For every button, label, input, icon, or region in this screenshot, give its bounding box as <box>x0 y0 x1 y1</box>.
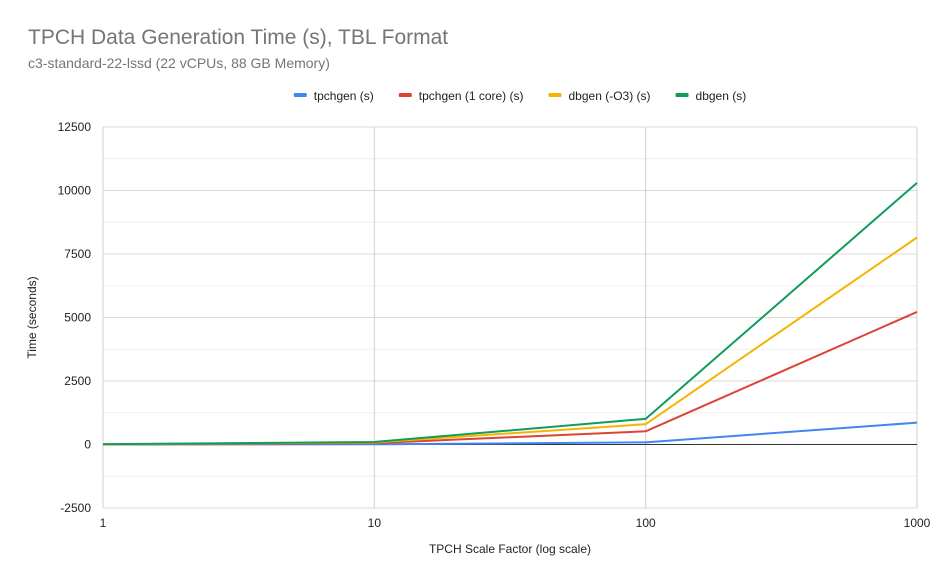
y-tick-label: 5000 <box>64 311 91 325</box>
legend-label: tpchgen (s) <box>314 89 374 103</box>
x-tick-label: 10 <box>368 516 382 530</box>
y-axis-title: Time (seconds) <box>25 276 39 358</box>
y-tick-label: -2500 <box>60 501 91 515</box>
legend-swatch <box>548 93 562 97</box>
legend-label: tpchgen (1 core) (s) <box>419 89 524 103</box>
series-line <box>102 310 918 446</box>
legend-swatch <box>398 93 412 97</box>
x-tick-label: 100 <box>636 516 656 530</box>
y-tick-label: 12500 <box>58 120 92 134</box>
x-axis-title: TPCH Scale Factor (log scale) <box>429 542 591 556</box>
legend-label: dbgen (-O3) (s) <box>569 89 651 103</box>
legend-swatch <box>293 93 307 97</box>
y-tick-label: 10000 <box>58 184 92 198</box>
chart-title: TPCH Data Generation Time (s), TBL Forma… <box>28 26 449 49</box>
chart-subtitle: c3-standard-22-lssd (22 vCPUs, 88 GB Mem… <box>28 55 330 71</box>
y-tick-label: 0 <box>84 438 91 452</box>
x-tick-label: 1 <box>100 516 107 530</box>
y-tick-label: 7500 <box>64 247 91 261</box>
x-tick-label: 1000 <box>904 516 931 530</box>
series-line <box>102 182 918 446</box>
y-tick-label: 2500 <box>64 374 91 388</box>
legend-label: dbgen (s) <box>696 89 747 103</box>
legend-swatch <box>675 93 689 97</box>
series-line <box>102 236 918 446</box>
